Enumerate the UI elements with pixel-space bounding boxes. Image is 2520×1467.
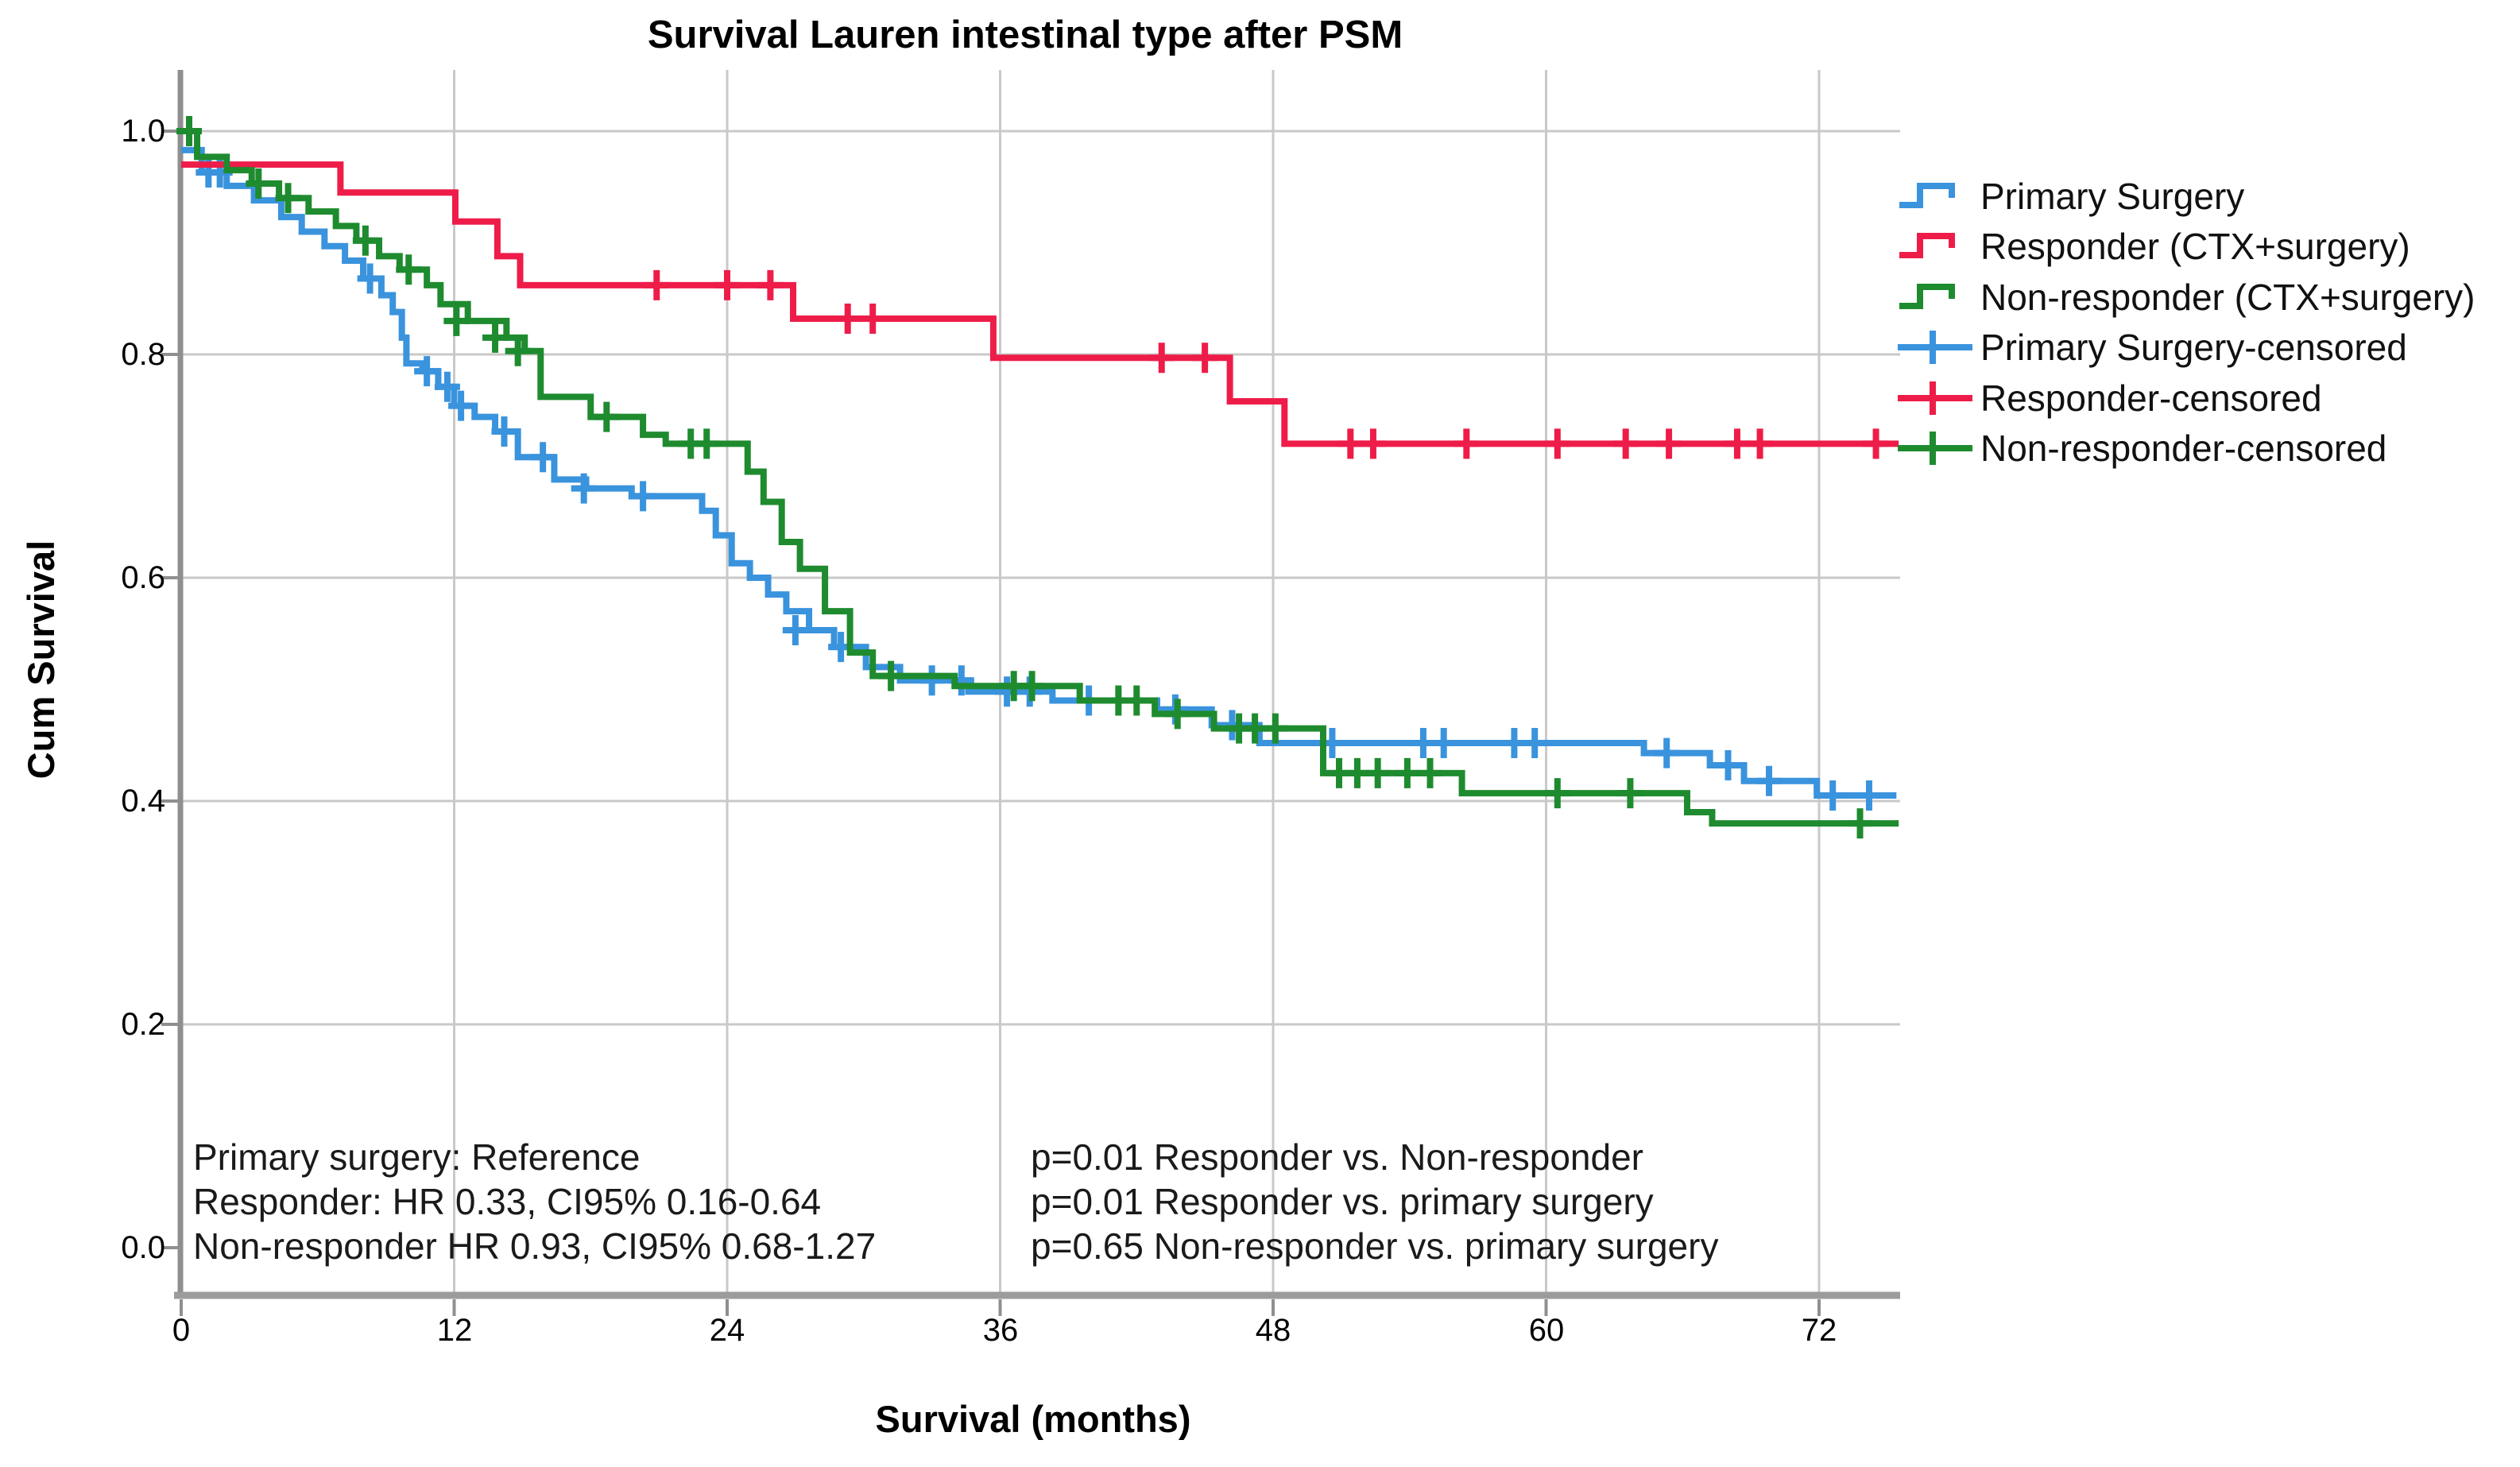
survival-curve (181, 146, 1897, 799)
x-tick-label-60: 60 (1528, 1313, 1565, 1348)
legend-item-non-responder-censored: Non-responder-censored (1896, 426, 2386, 470)
chart-title: Survival Lauren intestinal type after PS… (647, 14, 1403, 56)
censored-plus-icon (1898, 432, 1972, 465)
y-tick-label-0.4: 0.4 (121, 784, 165, 819)
y-tick-label-1.0: 1.0 (121, 114, 165, 149)
censored-plus-icon (1898, 381, 1972, 415)
hr-annotation-line: Non-responder HR 0.93, CI95% 0.68-1.27 (193, 1225, 877, 1267)
x-tick-label-24: 24 (709, 1313, 745, 1348)
x-tick-label-72: 72 (1801, 1313, 1837, 1348)
survival-curve (181, 128, 1899, 827)
p-value-annotation-line: p=0.01 Responder vs. primary surgery (1031, 1181, 1654, 1222)
step-line-swatch-icon (1899, 233, 1955, 258)
y-axis-title: Cum Survival (20, 540, 62, 780)
hr-annotation-line: Primary surgery: Reference (193, 1136, 641, 1178)
x-tick-label-36: 36 (982, 1313, 1019, 1348)
x-tick-label-48: 48 (1255, 1313, 1291, 1348)
x-axis-title: Survival (months) (875, 1398, 1191, 1440)
legend-label: Non-responder-censored (1980, 428, 2387, 469)
censored-plus-icon (1898, 331, 1972, 364)
x-tick-label-0: 0 (172, 1313, 191, 1348)
step-line-swatch-icon (1899, 284, 1955, 309)
hr-annotation-line: Responder: HR 0.33, CI95% 0.16-0.64 (193, 1181, 822, 1222)
legend-label: Responder-censored (1980, 377, 2322, 419)
legend-item-responder: Responder (CTX+surgery) (1896, 224, 2410, 269)
legend-item-responder-censored: Responder-censored (1896, 376, 2322, 420)
p-value-annotation-line: p=0.01 Responder vs. Non-responder (1031, 1136, 1643, 1178)
x-tick-label-12: 12 (436, 1313, 473, 1348)
legend-label: Non-responder (CTX+surgery) (1980, 277, 2475, 318)
hr-annotation-block: Primary surgery: Reference Responder: HR… (193, 1135, 876, 1268)
legend-label: Primary Surgery-censored (1980, 327, 2407, 368)
legend-label: Responder (CTX+surgery) (1980, 226, 2410, 267)
legend-item-non-responder: Non-responder (CTX+surgery) (1896, 275, 2475, 319)
p-value-annotation-line: p=0.65 Non-responder vs. primary surgery (1031, 1225, 1719, 1267)
y-tick-label-0.2: 0.2 (121, 1007, 165, 1042)
step-line-swatch-icon (1899, 183, 1955, 208)
legend-item-primary-surgery-censored: Primary Surgery-censored (1896, 325, 2407, 370)
y-tick-label-0.8: 0.8 (121, 337, 165, 372)
legend-item-primary-surgery: Primary Surgery (1896, 174, 2244, 219)
p-value-annotation-block: p=0.01 Responder vs. Non-responder p=0.0… (1031, 1135, 1718, 1268)
legend-label: Primary Surgery (1980, 176, 2245, 217)
y-tick-label-0.0: 0.0 (121, 1230, 165, 1265)
y-tick-label-0.6: 0.6 (121, 560, 165, 595)
